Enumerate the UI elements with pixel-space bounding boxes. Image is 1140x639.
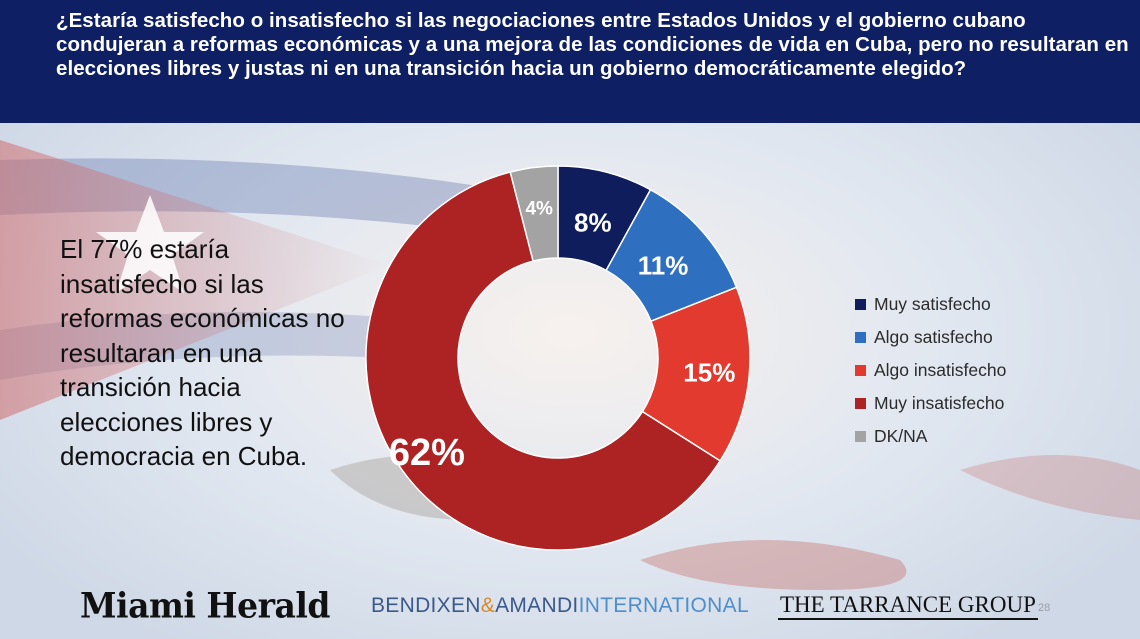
page-number: 28: [1038, 602, 1051, 614]
slice-label-algo-insatisfecho: 15%: [683, 357, 735, 387]
slice-label-muy-insatisfecho: 62%: [389, 432, 465, 474]
logo-ba-mid: AMANDI: [495, 594, 579, 617]
bendixen-amandi-logo: BENDIXEN&AMANDIINTERNATIONAL: [371, 594, 749, 618]
legend-swatch: [855, 332, 866, 343]
summary-text: El 77% estaría insatisfecho si las refor…: [60, 234, 345, 471]
footer-logos: Miami Herald BENDIXEN&AMANDIINTERNATIONA…: [0, 580, 1140, 635]
slice-label-muy-satisfecho: 8%: [574, 207, 612, 237]
legend-swatch: [855, 398, 866, 409]
legend-label: Muy satisfecho: [874, 294, 991, 314]
logo-ba-right: INTERNATIONAL: [578, 594, 749, 617]
chart-legend: Muy satisfecho Algo satisfecho Algo insati…: [855, 288, 1006, 453]
legend-swatch: [855, 299, 866, 310]
legend-label: Algo satisfecho: [874, 327, 993, 347]
question-header: ¿Estaría satisfecho o insatisfecho si la…: [0, 0, 1140, 123]
question-title: ¿Estaría satisfecho o insatisfecho si la…: [56, 9, 1129, 80]
legend-label: Muy insatisfecho: [874, 393, 1005, 413]
legend-item: Algo insatisfecho: [855, 354, 1006, 387]
slice-dk-na: [509, 165, 559, 263]
legend-swatch: [855, 431, 866, 442]
legend-label: DK/NA: [874, 426, 928, 446]
legend-swatch: [855, 365, 866, 376]
tarrance-group-logo: THE TARRANCE GROUP: [778, 592, 1038, 620]
slice-label-dk-na: 4%: [525, 199, 553, 220]
logo-ba-left: BENDIXEN: [371, 594, 481, 617]
logo-ba-amp: &: [480, 594, 496, 617]
legend-item: Muy insatisfecho: [855, 387, 1006, 420]
legend-item: Algo satisfecho: [855, 321, 1006, 354]
legend-label: Algo insatisfecho: [874, 360, 1007, 380]
slice-muy-insatisfecho: [365, 171, 722, 551]
legend-item: Muy satisfecho: [855, 288, 1006, 321]
legend-item: DK/NA: [855, 420, 1006, 453]
slice-label-algo-satisfecho: 11%: [638, 250, 689, 280]
miami-herald-logo: Miami Herald: [80, 585, 330, 626]
